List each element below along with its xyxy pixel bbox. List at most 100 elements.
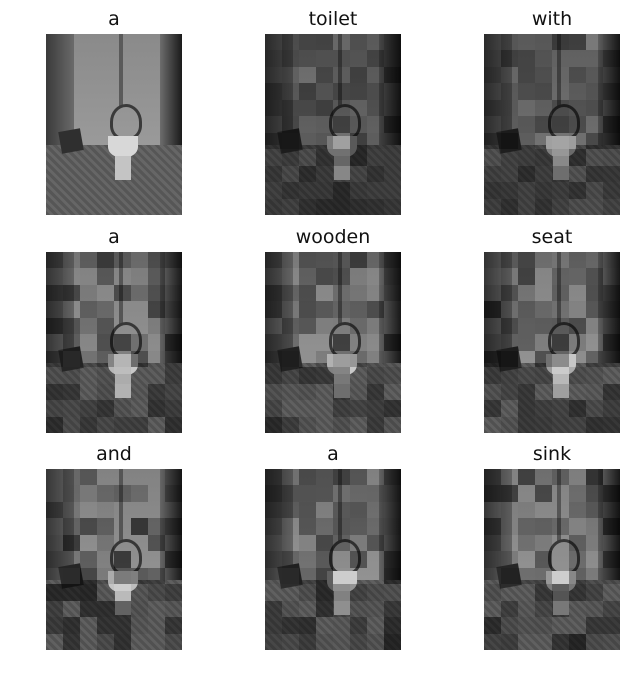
attention-cell (63, 400, 80, 417)
attention-cell (148, 334, 165, 351)
attention-cell (586, 400, 603, 417)
toilet-bowl (108, 354, 138, 376)
attention-cell (299, 617, 316, 634)
attention-cell (299, 165, 316, 183)
attention-cell (586, 66, 603, 84)
attention-cell (63, 501, 80, 519)
attention-cell (569, 317, 586, 335)
attention-cell (603, 83, 620, 100)
attention-cell (165, 268, 182, 285)
attention-cell (333, 485, 350, 502)
attention-cell (316, 350, 333, 368)
attention-cell (484, 301, 501, 318)
attention-cell (484, 518, 501, 535)
attention-cell (131, 551, 148, 568)
attention-cell (367, 334, 384, 351)
attention-cell (384, 83, 401, 100)
attention-cell (80, 534, 97, 552)
attention-cell (97, 600, 114, 618)
attention-cell (552, 317, 569, 335)
attention-cell (131, 617, 148, 634)
attention-cell (484, 383, 501, 401)
attention-cell (282, 600, 299, 618)
attention-cell (586, 501, 603, 519)
attention-cell (148, 567, 165, 585)
attention-cell (333, 165, 350, 183)
attention-cell (282, 268, 299, 285)
attention-cell (501, 501, 518, 519)
attention-cell (265, 99, 282, 117)
attention-cell (552, 617, 569, 634)
attention-cell (518, 350, 535, 368)
attention-cell (569, 383, 586, 401)
attention-cell (367, 551, 384, 568)
attention-cell (484, 350, 501, 368)
attention-cell (518, 551, 535, 568)
panel-image (484, 34, 620, 215)
attention-cell (535, 50, 552, 67)
attention-cell (63, 268, 80, 285)
panel-word-title: toilet (308, 8, 358, 30)
attention-cell (282, 518, 299, 535)
attention-cell (165, 584, 182, 601)
attention-cell (350, 50, 367, 67)
attention-cell (265, 149, 282, 166)
attention-cell (63, 350, 80, 368)
attention-cell (350, 284, 367, 302)
attention-cell (367, 400, 384, 417)
attention-cell (484, 50, 501, 67)
attention-cell (535, 584, 552, 601)
attention-cell (148, 383, 165, 401)
toilet-base (334, 156, 350, 180)
attention-cell (586, 334, 603, 351)
pipe (557, 252, 561, 324)
attention-cell (535, 534, 552, 552)
attention-cell (299, 416, 316, 433)
attention-cell (114, 350, 131, 368)
attention-cell (501, 165, 518, 183)
attention-cell (518, 567, 535, 585)
box (58, 128, 84, 154)
attention-cell (603, 501, 620, 519)
attention-cell (63, 600, 80, 618)
attention-cell (367, 367, 384, 384)
attention-cell (131, 501, 148, 519)
attention-cell (552, 99, 569, 117)
attention-cell (316, 99, 333, 117)
attention-cell (114, 501, 131, 519)
attention-cell (282, 383, 299, 401)
attention-cell (501, 268, 518, 285)
attention-cell (535, 149, 552, 166)
attention-cell (484, 501, 501, 519)
attention-cell (603, 132, 620, 150)
attention-cell (367, 469, 384, 486)
attention-cell (299, 367, 316, 384)
attention-cell (165, 567, 182, 585)
attention-cell (518, 617, 535, 634)
attention-cell (569, 182, 586, 199)
attention-cell (603, 367, 620, 384)
attention-cell (265, 416, 282, 433)
attention-cell (299, 284, 316, 302)
attention-cell (63, 551, 80, 568)
attention-cell (333, 132, 350, 150)
attention-cell (350, 149, 367, 166)
attention-cell (333, 617, 350, 634)
attention-cell (114, 617, 131, 634)
attention-cell (131, 600, 148, 618)
attention-cell (518, 132, 535, 150)
attention-cell (316, 334, 333, 351)
attention-cell (586, 198, 603, 215)
attention-cell (316, 501, 333, 519)
attention-cell (484, 99, 501, 117)
attention-cell (484, 633, 501, 650)
attention-cell (131, 301, 148, 318)
attention-cell (148, 469, 165, 486)
attention-cell (350, 469, 367, 486)
attention-cell (46, 383, 63, 401)
attention-cell (484, 551, 501, 568)
attention-cell (501, 485, 518, 502)
attention-cell (299, 551, 316, 568)
attention-cell (165, 367, 182, 384)
attention-cell (552, 116, 569, 133)
